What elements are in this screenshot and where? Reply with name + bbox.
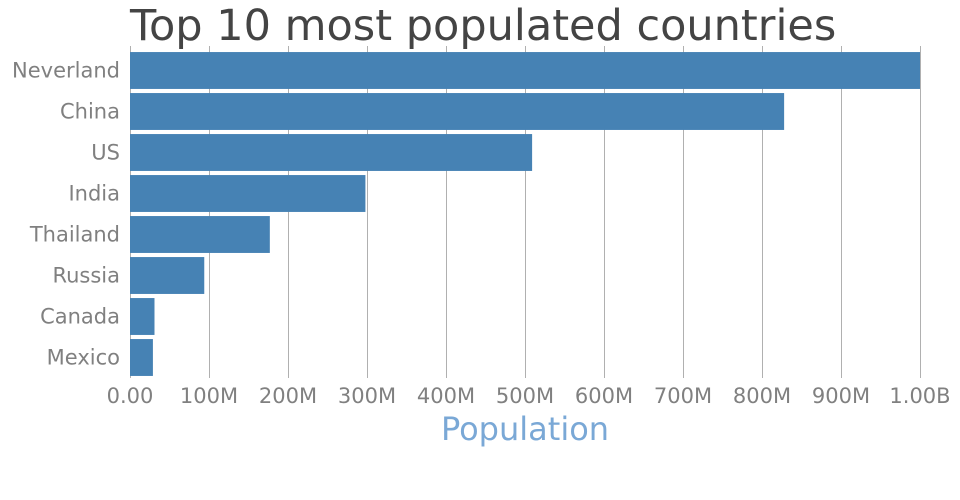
x-tick-label: 600M [575,384,633,408]
category-label: Thailand [29,223,120,247]
category-label: Neverland [12,59,120,83]
bars-layer [130,52,920,376]
category-label: Mexico [47,346,120,370]
x-tick-label: 100M [180,384,238,408]
x-axis-title: Population [441,410,609,448]
x-tick-label: 700M [654,384,712,408]
category-label: China [60,100,120,124]
bar [130,257,205,294]
x-tick-label: 200M [259,384,317,408]
bar [130,52,920,89]
x-axis-ticks: 0.00 100M 200M 300M 400M 500M 600M 700M 800M 900M… [107,384,951,408]
category-label: US [91,141,120,165]
chart-title: Top 10 most populated countries [129,1,836,51]
bar [130,298,155,335]
category-labels: Neverland China US India Thailand Russia Canad… [12,59,120,370]
x-tick-label: 900M [812,384,870,408]
category-label: Russia [52,264,120,288]
x-tick-label: 400M [417,384,475,408]
x-tick-label: 1.00B [889,384,950,408]
bar [130,93,785,130]
x-tick-label: 300M [338,384,396,408]
bar [130,134,533,171]
bar [130,339,153,376]
category-label: India [68,182,120,206]
bar [130,216,270,253]
x-tick-label: 0.00 [107,384,154,408]
bar [130,175,366,212]
x-tick-label: 500M [496,384,554,408]
x-tick-label: 800M [733,384,791,408]
category-label: Canada [40,305,120,329]
